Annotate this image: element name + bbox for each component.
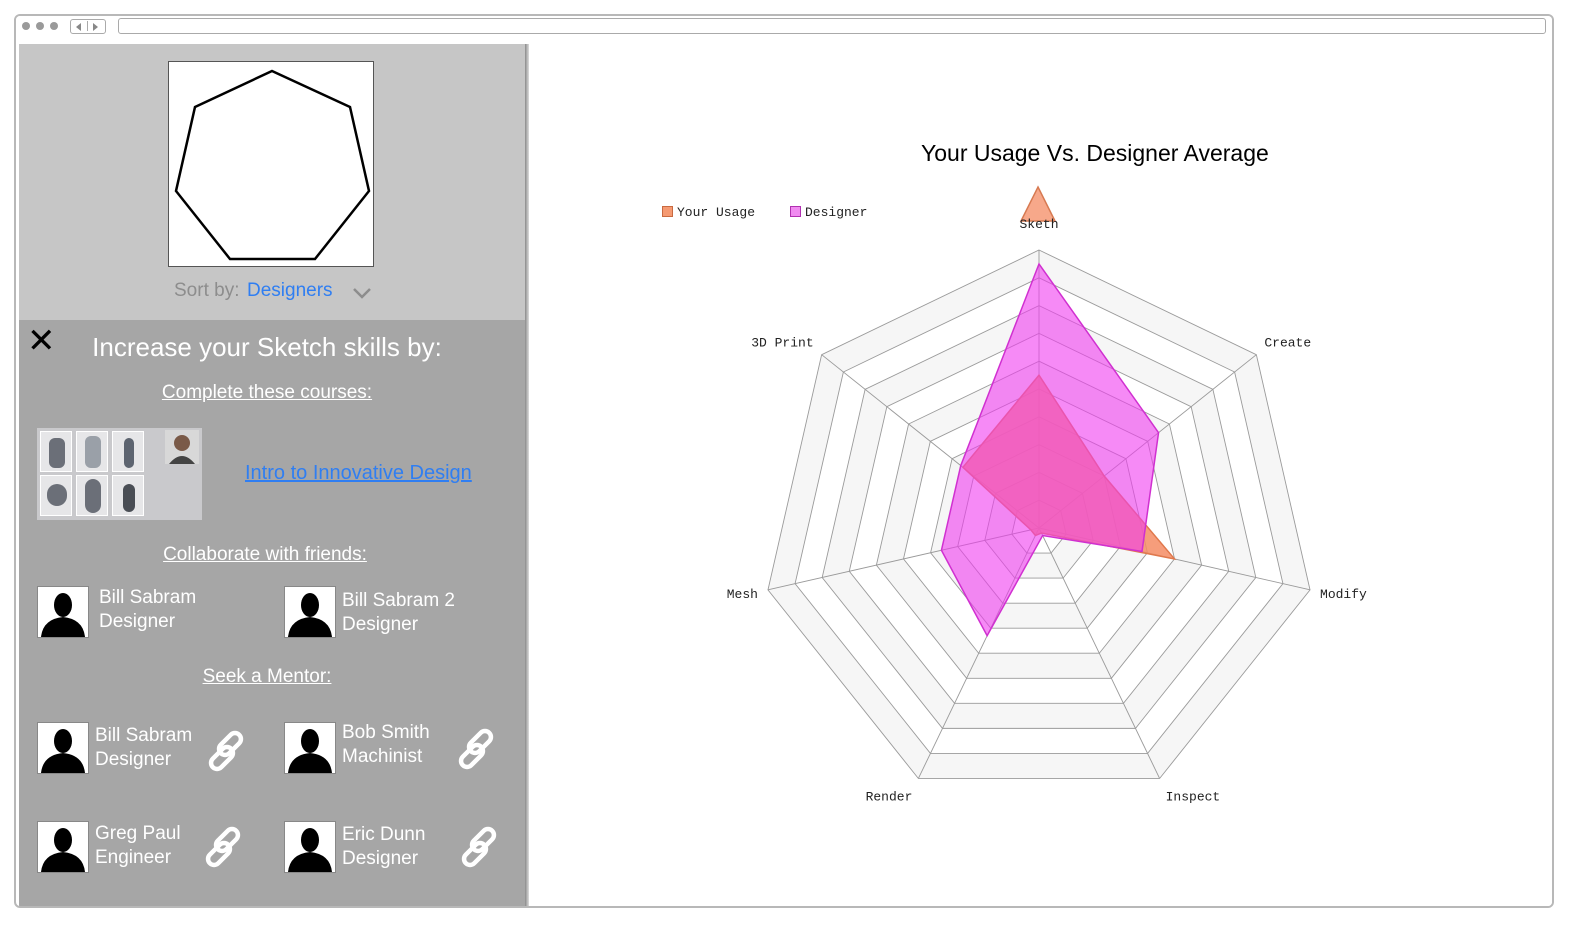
thumb-object (47, 484, 67, 506)
thumb-cell (76, 431, 108, 472)
legend-item-designer[interactable]: Designer (790, 205, 867, 220)
thumb-object (124, 438, 134, 468)
mentor-card[interactable]: Bill Sabram Designer (95, 724, 192, 772)
avatar[interactable] (37, 722, 89, 774)
sidebar-divider (525, 44, 529, 906)
mentor-role: Engineer (95, 847, 172, 868)
friend-card[interactable]: Bill Sabram 2 Designer (342, 589, 455, 637)
close-icon[interactable]: ✕ (27, 322, 56, 360)
radar-spoke (1038, 527, 1161, 779)
mentor-role: Designer (95, 749, 172, 770)
legend-swatch (790, 206, 801, 217)
person-silhouette-icon (288, 828, 332, 872)
mentor-section-title: Seek a Mentor: (202, 666, 332, 687)
link-icon[interactable] (199, 823, 247, 871)
radar-axis-label: Modify (1320, 587, 1367, 602)
chevron-down-icon[interactable] (351, 286, 373, 300)
triangle-icon (1019, 185, 1057, 222)
person-silhouette-icon (41, 828, 85, 872)
nav-separator (87, 21, 88, 31)
thumb-cell (40, 475, 72, 516)
window-close-dot[interactable] (22, 22, 30, 30)
radar-axis-label: Create (1264, 336, 1311, 351)
mentor-card[interactable]: Eric Dunn Designer (342, 823, 425, 871)
avatar[interactable] (284, 821, 336, 873)
link-icon[interactable] (452, 725, 500, 773)
avatar[interactable] (37, 821, 89, 873)
friend-name: Bill Sabram (99, 587, 197, 608)
mentor-card[interactable]: Bob Smith Machinist (342, 721, 430, 769)
radar-chart: Sketh Create Modify Inspect Render Mesh 3D Pri… (727, 217, 1367, 804)
radar-axis-label: Mesh (727, 587, 758, 602)
address-bar[interactable] (118, 18, 1546, 34)
course-thumbnail[interactable] (37, 428, 202, 520)
mentor-name: Bill Sabram (95, 725, 193, 746)
sidebar: Sort by: Designers ✕ Increase your Sketc… (19, 44, 525, 906)
sort-dropdown[interactable]: Designers (247, 280, 333, 301)
friend-card[interactable]: Bill Sabram Designer (99, 586, 196, 634)
mentor-name: Eric Dunn (342, 824, 426, 845)
thumb-cell (40, 431, 72, 472)
friend-role: Designer (342, 614, 419, 635)
person-silhouette-icon (169, 435, 195, 464)
radar-axis-label: 3D Print (751, 336, 813, 351)
forward-arrow-icon[interactable] (93, 22, 98, 31)
person-silhouette-icon (288, 729, 332, 773)
mentor-card[interactable]: Greg Paul Engineer (95, 822, 181, 870)
friend-name: Bill Sabram 2 (342, 590, 455, 611)
legend-swatch (662, 206, 673, 217)
mentor-name: Bob Smith (342, 722, 430, 743)
instructor-photo (165, 430, 199, 464)
mentor-name: Greg Paul (95, 823, 181, 844)
courses-section-title: Complete these courses: (161, 382, 373, 403)
thumb-object (49, 438, 65, 468)
legend-label: Designer (805, 205, 868, 220)
avatar[interactable] (284, 722, 336, 774)
mentor-role: Designer (342, 848, 419, 869)
friend-role: Designer (99, 611, 176, 632)
heptagon-icon (174, 69, 371, 261)
radar-axis-label: Render (866, 789, 913, 804)
person-silhouette-icon (41, 729, 85, 773)
legend-item-your-usage[interactable]: Your Usage (662, 205, 755, 220)
avatar[interactable] (37, 586, 89, 638)
skills-heading: Increase your Sketch skills by: (92, 332, 442, 362)
collaborate-section-title: Collaborate with friends: (163, 544, 367, 565)
window-minimize-dot[interactable] (36, 22, 44, 30)
radar-series-designer (940, 262, 1160, 638)
nav-buttons (70, 19, 106, 34)
mentor-role: Machinist (342, 746, 423, 767)
back-arrow-icon[interactable] (76, 22, 81, 31)
window-zoom-dot[interactable] (50, 22, 58, 30)
title-bar (16, 16, 1552, 42)
thumb-cell (76, 475, 108, 516)
legend-label: Your Usage (677, 205, 756, 220)
thumb-cell (112, 475, 144, 516)
person-silhouette-icon (288, 593, 332, 637)
person-silhouette-icon (41, 593, 85, 637)
thumb-object (85, 479, 101, 513)
radar-axis-label: Sketh (1019, 217, 1058, 232)
thumb-object (123, 484, 135, 512)
link-icon[interactable] (455, 823, 503, 871)
sort-label: Sort by: (174, 280, 240, 301)
skill-shape-preview (168, 61, 374, 267)
course-link[interactable]: Intro to Innovative Design (245, 462, 472, 484)
thumb-object (85, 436, 101, 468)
browser-window: Sort by: Designers ✕ Increase your Sketc… (14, 14, 1554, 908)
thumb-cell (112, 431, 144, 472)
radar-axis-label: Inspect (1166, 789, 1221, 804)
sidebar-top-panel: Sort by: Designers (19, 44, 525, 320)
avatar[interactable] (284, 586, 336, 638)
chart-area: Your Usage Vs. Designer Average Your Usa… (531, 44, 1552, 906)
link-icon[interactable] (202, 727, 250, 775)
chart-title: Your Usage Vs. Designer Average (921, 140, 1269, 166)
